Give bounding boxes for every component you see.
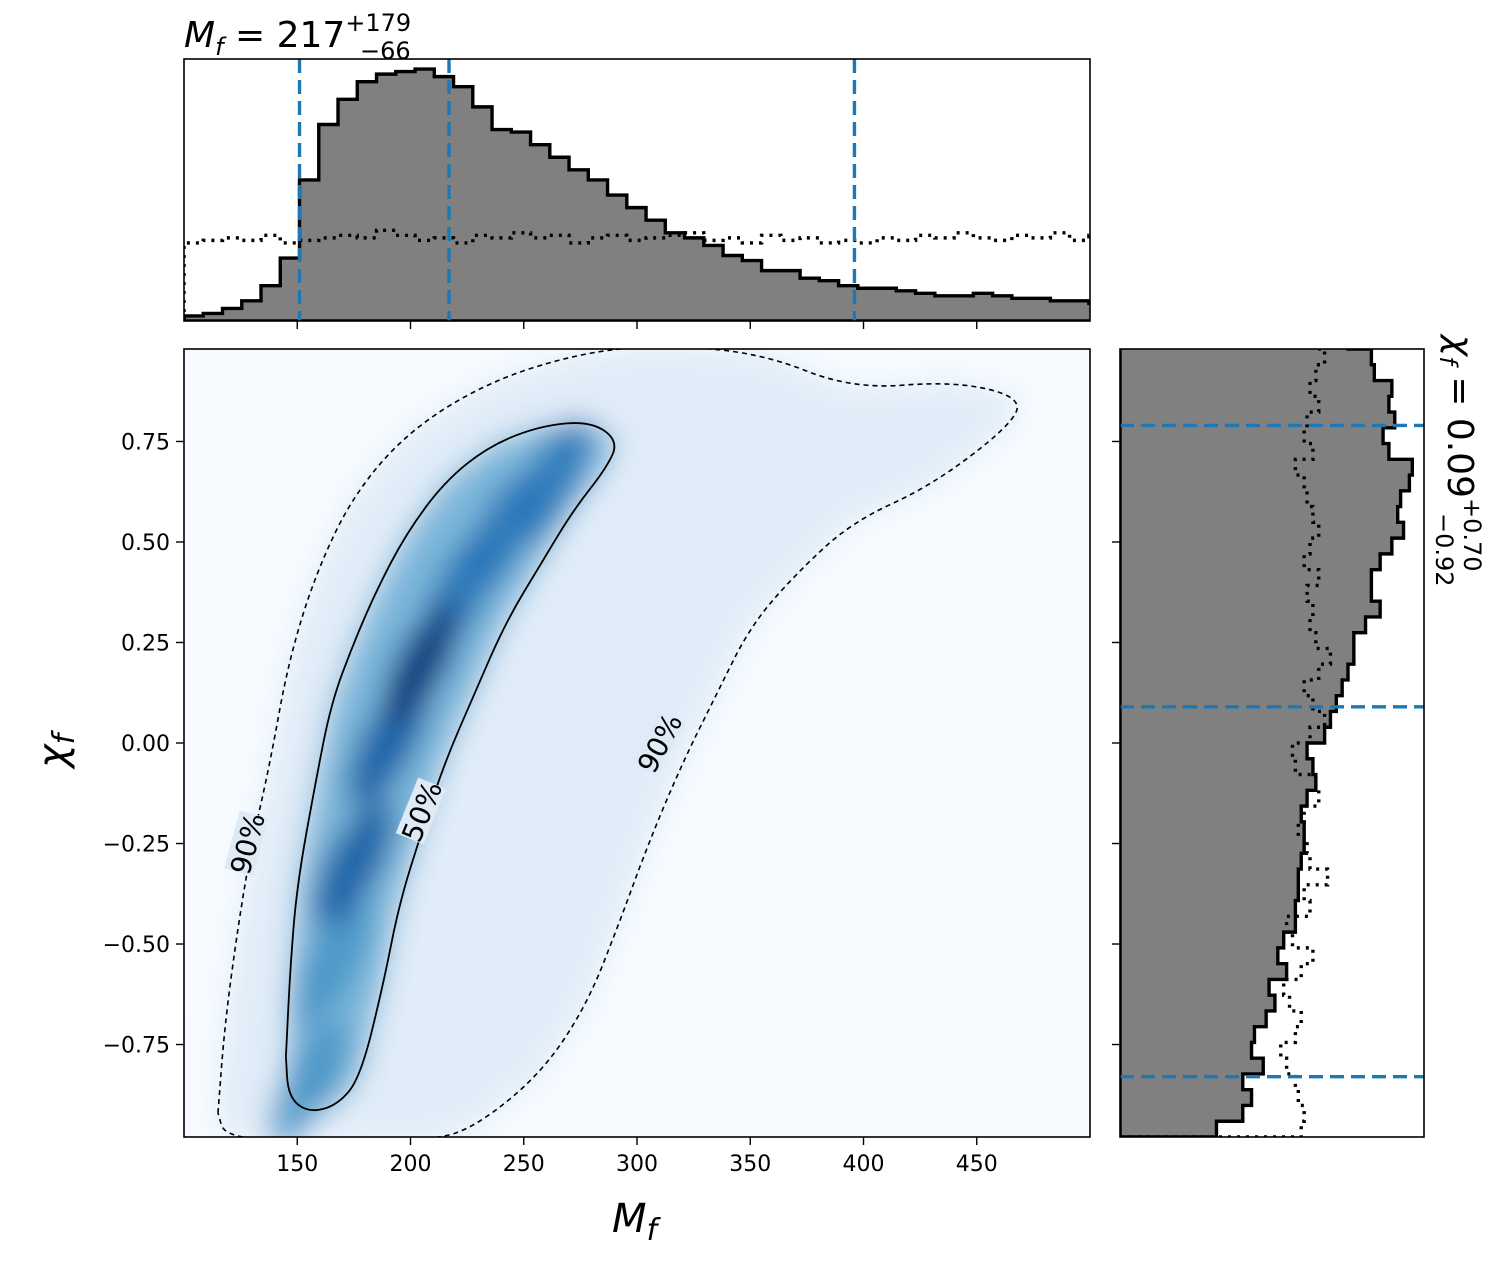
density-heatmap bbox=[217, 349, 1023, 1137]
joint-panel: 50%90%90% 150 200 250 300 350 400 450 0.750.50… bbox=[30, 348, 1091, 1248]
y-axis-label: χf bbox=[30, 729, 82, 770]
density-ridge-blob bbox=[268, 1021, 349, 1137]
top-posterior-histogram bbox=[184, 67, 1090, 321]
top-prior-histogram bbox=[184, 228, 1090, 321]
right-title-lower: −0.92 bbox=[1430, 513, 1458, 587]
top-title-value: = 217 bbox=[224, 15, 346, 56]
top-quantile-lines bbox=[297, 59, 857, 321]
y-tick-label: −0.75 bbox=[103, 1034, 170, 1059]
contour-50-percent bbox=[285, 422, 616, 1112]
contour-label-90-left-background bbox=[224, 810, 269, 877]
y-axis-label-symbol: χ bbox=[30, 743, 76, 770]
y-tick-label: −0.25 bbox=[103, 833, 170, 858]
right-posterior-histogram bbox=[1120, 349, 1415, 1137]
x-tick-label: 350 bbox=[729, 1152, 771, 1177]
right-title-value: = 0.09 bbox=[1439, 365, 1480, 498]
y-tick-label: 0.75 bbox=[121, 430, 170, 455]
joint-x-axis-ticks: 150 200 250 300 350 400 450 bbox=[276, 1137, 998, 1177]
contour-label-50-background bbox=[395, 777, 447, 845]
top-title-symbol: M bbox=[184, 15, 215, 56]
density-core-region bbox=[285, 421, 619, 1113]
right-panel-ticks bbox=[1112, 440, 1120, 1046]
density-ridge-blob bbox=[313, 800, 394, 927]
right-panel-title: χf = 0.09+0.70−0.92 bbox=[1430, 333, 1486, 587]
x-tick-label: 200 bbox=[390, 1152, 432, 1177]
x-tick-label: 250 bbox=[503, 1152, 545, 1177]
joint-y-axis-ticks: 0.75 0.50 0.25 0.00 −0.25 −0.50 −0.75 bbox=[103, 430, 184, 1059]
contour-90-percent bbox=[217, 349, 1018, 1137]
x-axis-label: Mf bbox=[612, 1196, 662, 1248]
top-panel-title: Mf = 217+179 −66 bbox=[184, 9, 411, 65]
x-tick-label: 450 bbox=[956, 1152, 998, 1177]
right-quantile-lines bbox=[1120, 423, 1424, 1079]
x-tick-label: 150 bbox=[276, 1152, 318, 1177]
density-ridge-blob bbox=[291, 901, 372, 1028]
x-tick-label: 400 bbox=[843, 1152, 885, 1177]
right-title-symbol: χ bbox=[1439, 333, 1480, 358]
contour-label-90-right-background bbox=[631, 709, 687, 777]
top-title-lower: −66 bbox=[360, 37, 411, 65]
y-tick-label: 0.25 bbox=[121, 631, 170, 656]
y-tick-label: 0.00 bbox=[121, 732, 170, 757]
density-ridge-blob bbox=[510, 418, 592, 545]
y-tick-label: −0.50 bbox=[103, 933, 170, 958]
right-prior-histogram bbox=[1120, 349, 1333, 1137]
top-title-upper: +179 bbox=[345, 9, 411, 37]
x-tick-label: 300 bbox=[616, 1152, 658, 1177]
top-marginal-panel: Mf = 217+179 −66 bbox=[183, 9, 1091, 329]
top-panel-ticks bbox=[296, 321, 978, 329]
x-axis-label-symbol: M bbox=[612, 1196, 647, 1242]
right-marginal-panel: χf = 0.09+0.70−0.92 bbox=[1112, 333, 1486, 1138]
y-tick-label: 0.50 bbox=[121, 531, 170, 556]
y-axis-label-subscript: f bbox=[47, 729, 82, 744]
x-axis-label-subscript: f bbox=[647, 1213, 662, 1248]
density-peak-blob bbox=[385, 600, 459, 725]
right-title-upper: +0.70 bbox=[1458, 498, 1486, 572]
